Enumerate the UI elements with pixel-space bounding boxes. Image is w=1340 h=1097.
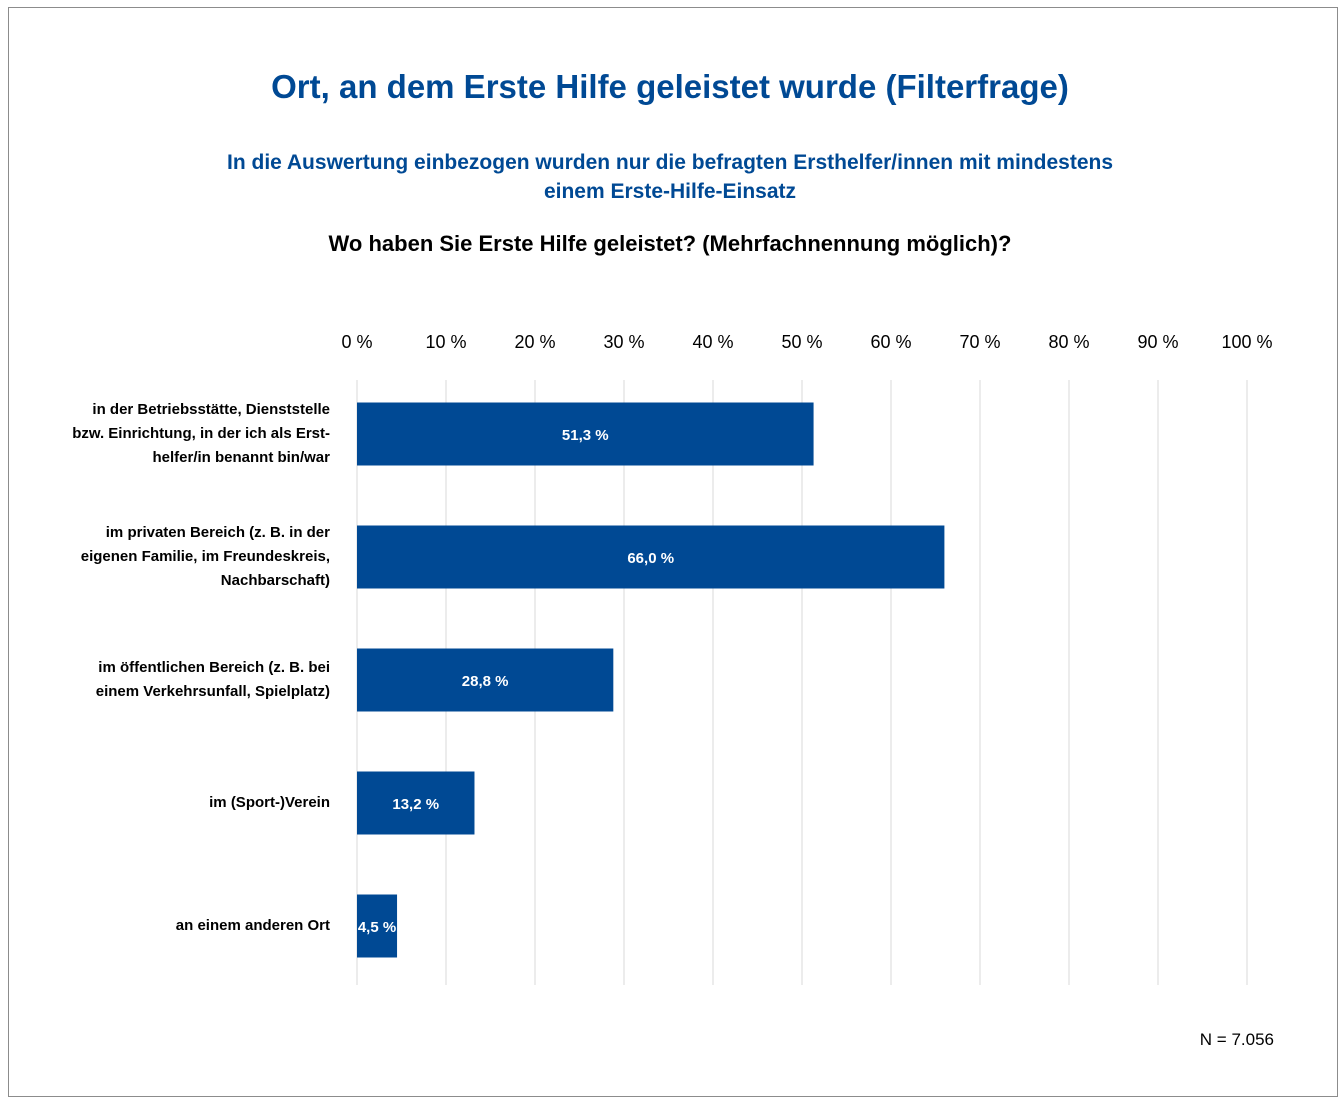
bar-data-label: 66,0 %: [627, 550, 674, 567]
x-tick-label: 100 %: [1221, 332, 1272, 352]
x-tick-label: 50 %: [781, 332, 822, 352]
bar: [357, 402, 814, 466]
x-tick-label: 70 %: [959, 332, 1000, 352]
bar-data-label: 4,5 %: [358, 919, 396, 936]
category-label: im öffentlichen Bereich (z. B. bei einem …: [30, 656, 330, 704]
bar: [357, 771, 475, 835]
chart-subtitle: In die Auswertung einbezogen wurden nur …: [227, 151, 1113, 203]
category-label-line: helfer/in benannt bin/war: [152, 449, 330, 466]
bar: [357, 894, 398, 958]
category-label-line: in der Betriebsstätte, Dienststelle: [92, 401, 330, 418]
bar: [357, 648, 614, 712]
x-tick-label: 40 %: [692, 332, 733, 352]
x-tick-label: 0 %: [341, 332, 372, 352]
category-label-line: im (Sport-)Verein: [209, 794, 330, 811]
x-tick-label: 90 %: [1137, 332, 1178, 352]
sample-size-note: N = 7.056: [1199, 1030, 1274, 1049]
category-label: an einem anderen Ort: [30, 914, 330, 938]
category-label: im privaten Bereich (z. B. in der eigenen…: [30, 521, 330, 593]
chart-question: Wo haben Sie Erste Hilfe geleistet? (Meh…: [328, 231, 1012, 256]
x-tick-label: 30 %: [603, 332, 644, 352]
bar-data-label: 13,2 %: [392, 796, 439, 813]
category-label: in der Betriebsstätte, Dienststelle bzw. …: [30, 398, 330, 470]
category-label-line: an einem anderen Ort: [175, 917, 330, 934]
category-label-line: einem Verkehrsunfall, Spielplatz): [95, 683, 330, 700]
x-tick-label: 80 %: [1048, 332, 1089, 352]
bar-data-label: 51,3 %: [562, 427, 609, 444]
category-label-line: bzw. Einrichtung, in der ich als Erst-: [72, 425, 330, 442]
bar: [357, 525, 945, 589]
chart-title: Ort, an dem Erste Hilfe geleistet wurde …: [271, 68, 1069, 105]
category-label-line: im privaten Bereich (z. B. in der: [105, 524, 330, 541]
x-tick-label: 60 %: [870, 332, 911, 352]
category-label-line: Nachbarschaft): [220, 572, 330, 589]
bar-data-label: 28,8 %: [462, 673, 509, 690]
x-tick-label: 10 %: [425, 332, 466, 352]
category-label-line: im öffentlichen Bereich (z. B. bei: [98, 659, 330, 676]
category-label-line: eigenen Familie, im Freundeskreis,: [80, 548, 330, 565]
x-tick-label: 20 %: [514, 332, 555, 352]
category-label: im (Sport-)Verein: [30, 791, 330, 815]
